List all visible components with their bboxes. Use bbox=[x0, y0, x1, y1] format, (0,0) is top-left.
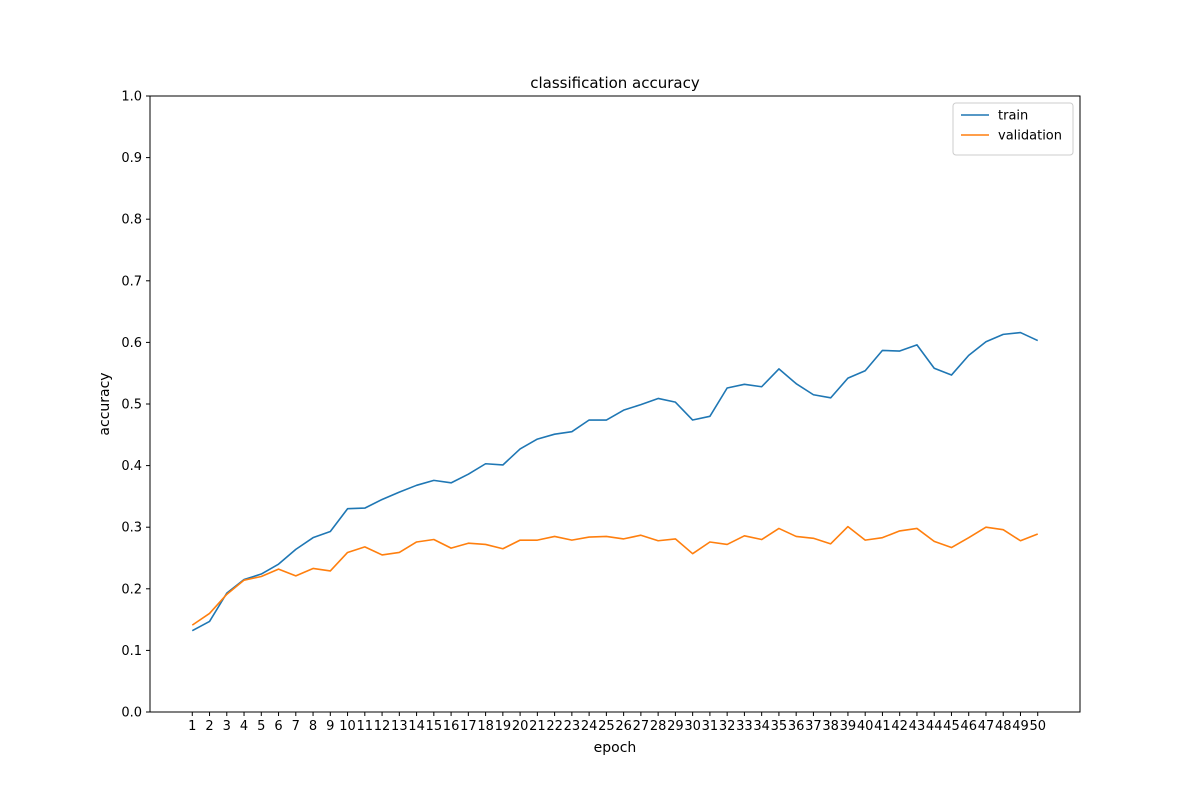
x-tick-label: 36 bbox=[788, 719, 805, 734]
legend: train validation bbox=[952, 102, 1074, 156]
x-tick-label: 25 bbox=[598, 719, 615, 734]
x-tick-label: 2 bbox=[205, 719, 213, 734]
x-tick-label: 46 bbox=[960, 719, 977, 734]
x-tick-label: 43 bbox=[909, 719, 926, 734]
x-tick-label: 33 bbox=[736, 719, 753, 734]
x-tick-label: 1 bbox=[188, 719, 196, 734]
x-tick-label: 37 bbox=[805, 719, 822, 734]
legend-label-validation: validation bbox=[998, 129, 1062, 144]
x-tick-label: 13 bbox=[391, 719, 408, 734]
series-line-validation bbox=[191, 525, 1039, 626]
x-tick-label: 9 bbox=[326, 719, 334, 734]
x-tick-label: 44 bbox=[926, 719, 943, 734]
x-tick-label: 3 bbox=[223, 719, 231, 734]
y-tick-label: 1.0 bbox=[121, 90, 142, 105]
y-tick-label: 0.5 bbox=[121, 398, 142, 413]
x-tick-label: 24 bbox=[581, 719, 598, 734]
x-tick-label: 18 bbox=[477, 719, 494, 734]
plot-frame bbox=[149, 95, 1081, 713]
x-tick-label: 22 bbox=[546, 719, 563, 734]
x-tick-label: 30 bbox=[684, 719, 701, 734]
y-tick-label: 0.9 bbox=[121, 151, 142, 166]
x-tick-label: 34 bbox=[753, 719, 770, 734]
y-tick-label: 0.3 bbox=[121, 521, 142, 536]
chart-title: classification accuracy bbox=[530, 74, 700, 92]
x-tick-label: 17 bbox=[460, 719, 477, 734]
y-axis-label: accuracy bbox=[97, 372, 113, 435]
x-tick-label: 48 bbox=[995, 719, 1012, 734]
x-tick-label: 20 bbox=[512, 719, 529, 734]
x-tick-label: 41 bbox=[874, 719, 891, 734]
x-tick-label: 6 bbox=[274, 719, 282, 734]
x-tick-label: 47 bbox=[978, 719, 995, 734]
plot-area bbox=[149, 95, 1081, 713]
x-tick-label: 42 bbox=[891, 719, 908, 734]
y-tick-label: 0.2 bbox=[121, 582, 142, 597]
x-axis-label: epoch bbox=[594, 740, 637, 756]
x-tick-label: 32 bbox=[719, 719, 736, 734]
x-tick-label: 16 bbox=[443, 719, 460, 734]
x-tick-label: 8 bbox=[309, 719, 317, 734]
legend-label-train: train bbox=[998, 109, 1028, 124]
y-axis-ticks: 0.0 0.1 0.2 0.3 0.4 0.5 0.6 0.7 0.8 0.9 1.0 bbox=[121, 90, 150, 721]
y-tick-label: 0.0 bbox=[121, 706, 142, 721]
x-tick-label: 35 bbox=[771, 719, 788, 734]
x-tick-label: 21 bbox=[529, 719, 546, 734]
x-tick-label: 19 bbox=[495, 719, 512, 734]
x-tick-label: 49 bbox=[1012, 719, 1029, 734]
x-tick-label: 27 bbox=[633, 719, 650, 734]
x-tick-label: 28 bbox=[650, 719, 667, 734]
y-tick-label: 0.1 bbox=[121, 644, 142, 659]
x-tick-label: 38 bbox=[822, 719, 839, 734]
x-tick-label: 23 bbox=[564, 719, 581, 734]
x-tick-label: 7 bbox=[292, 719, 300, 734]
x-tick-label: 11 bbox=[357, 719, 374, 734]
x-tick-label: 45 bbox=[943, 719, 960, 734]
x-tick-label: 26 bbox=[615, 719, 632, 734]
legend-box bbox=[952, 102, 1074, 156]
y-tick-label: 0.4 bbox=[121, 459, 142, 474]
series-lines bbox=[191, 331, 1039, 632]
x-tick-label: 12 bbox=[374, 719, 391, 734]
x-axis-ticks: 1 2 3 4 5 6 7 8 9 10 11 12 13 14 15 16 17 18 19 20 21 22 23 24 2… bbox=[188, 712, 1046, 734]
x-tick-label: 40 bbox=[857, 719, 874, 734]
x-tick-label: 50 bbox=[1029, 719, 1046, 734]
x-tick-label: 5 bbox=[257, 719, 265, 734]
x-tick-label: 29 bbox=[667, 719, 684, 734]
x-tick-label: 4 bbox=[240, 719, 248, 734]
x-tick-label: 39 bbox=[840, 719, 857, 734]
y-tick-label: 0.6 bbox=[121, 336, 142, 351]
y-tick-label: 0.8 bbox=[121, 213, 142, 228]
x-tick-label: 14 bbox=[408, 719, 425, 734]
x-tick-label: 10 bbox=[339, 719, 356, 734]
series-line-train bbox=[191, 331, 1039, 632]
x-tick-label: 31 bbox=[702, 719, 719, 734]
y-tick-label: 0.7 bbox=[121, 274, 142, 289]
x-tick-label: 15 bbox=[426, 719, 443, 734]
